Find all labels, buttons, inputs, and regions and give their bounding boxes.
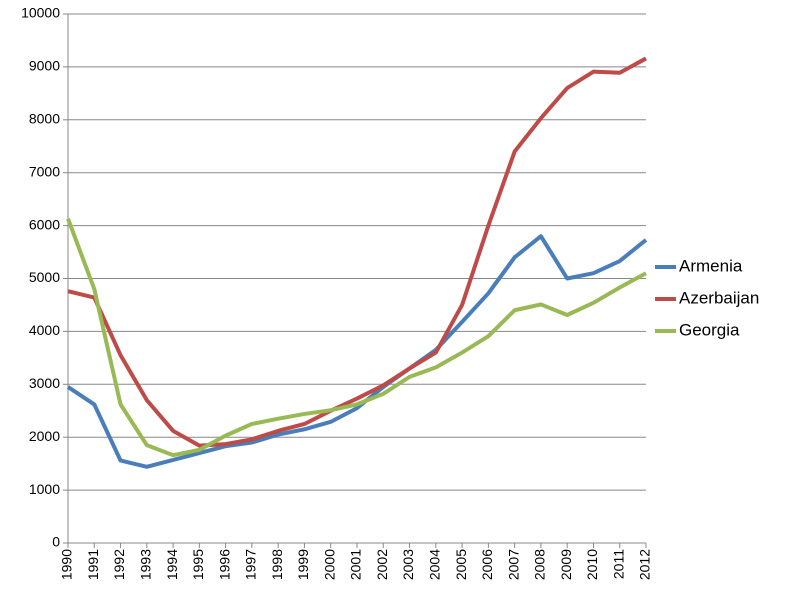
y-tick-label: 7000 (29, 163, 60, 179)
y-tick-label: 8000 (29, 111, 60, 127)
x-tick-label: 1990 (59, 549, 75, 580)
series-line (66, 218, 647, 458)
x-tick-label: 1991 (85, 549, 101, 580)
y-tick-label: 9000 (29, 58, 60, 74)
x-tick-label: 2006 (479, 549, 495, 580)
legend-label: Armenia (679, 256, 743, 275)
y-tick-label: 4000 (29, 322, 60, 338)
legend-label: Azerbaijan (679, 288, 759, 307)
legend-label: Georgia (679, 320, 740, 339)
x-tick-label: 1993 (138, 549, 154, 580)
x-tick-label: 1996 (216, 549, 232, 580)
x-tick-label: 2011 (610, 549, 626, 579)
x-tick-label: 2004 (427, 549, 443, 580)
y-tick-label: 2000 (29, 428, 60, 444)
x-tick-label: 2008 (532, 549, 548, 580)
y-tick-label: 0 (52, 534, 60, 550)
x-tick-label: 1995 (190, 549, 206, 580)
x-tick-label: 2000 (321, 549, 337, 580)
y-tick-label: 1000 (29, 481, 60, 497)
y-tick-label: 5000 (29, 269, 60, 285)
x-tick-label: 2002 (374, 549, 390, 580)
x-tick-label: 2010 (584, 549, 600, 580)
y-tick-label: 10000 (21, 5, 60, 21)
x-tick-label: 1997 (243, 549, 259, 580)
x-tick-label: 2012 (637, 549, 653, 580)
x-tick-label: 2001 (348, 549, 364, 580)
series-line (67, 56, 647, 448)
x-tick-label: 2005 (453, 549, 469, 580)
y-tick-label: 3000 (29, 375, 60, 391)
x-tick-label: 1999 (295, 549, 311, 580)
y-tick-label: 6000 (29, 216, 60, 232)
x-tick-label: 2007 (505, 549, 521, 580)
x-tick-label: 2003 (400, 549, 416, 580)
series-line (66, 234, 648, 469)
x-tick-label: 1998 (269, 549, 285, 580)
x-tick-label: 1994 (164, 549, 180, 580)
x-tick-label: 2009 (558, 549, 574, 580)
x-tick-label: 1992 (111, 549, 127, 580)
